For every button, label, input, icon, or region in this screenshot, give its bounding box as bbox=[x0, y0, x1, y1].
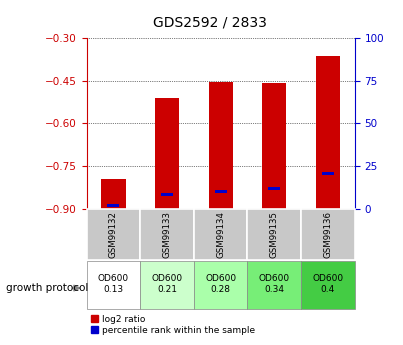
Bar bbox=[301, 209, 355, 260]
Text: GDS2592 / 2833: GDS2592 / 2833 bbox=[153, 16, 266, 30]
Bar bbox=[102, 179, 125, 209]
Bar bbox=[140, 261, 194, 309]
Bar bbox=[194, 261, 247, 309]
Text: growth protocol: growth protocol bbox=[6, 283, 88, 293]
Text: OD600
0.13: OD600 0.13 bbox=[98, 274, 129, 294]
Bar bbox=[247, 209, 301, 260]
Bar bbox=[268, 187, 280, 190]
Bar bbox=[87, 209, 140, 260]
Bar bbox=[262, 83, 286, 209]
Bar bbox=[215, 190, 226, 193]
Bar bbox=[316, 57, 340, 209]
Bar bbox=[194, 209, 247, 260]
Text: GSM99136: GSM99136 bbox=[323, 211, 332, 258]
Bar bbox=[209, 82, 233, 209]
Text: GSM99132: GSM99132 bbox=[109, 211, 118, 258]
Text: GSM99133: GSM99133 bbox=[162, 211, 172, 258]
Bar bbox=[322, 172, 334, 175]
Legend: log2 ratio, percentile rank within the sample: log2 ratio, percentile rank within the s… bbox=[91, 315, 255, 335]
Bar bbox=[161, 193, 173, 196]
Text: OD600
0.4: OD600 0.4 bbox=[312, 274, 343, 294]
Text: OD600
0.34: OD600 0.34 bbox=[259, 274, 290, 294]
Bar bbox=[155, 98, 179, 209]
Text: OD600
0.21: OD600 0.21 bbox=[152, 274, 183, 294]
Text: OD600
0.28: OD600 0.28 bbox=[205, 274, 236, 294]
Text: GSM99134: GSM99134 bbox=[216, 211, 225, 258]
Bar bbox=[301, 261, 355, 309]
Bar bbox=[247, 261, 301, 309]
Bar bbox=[140, 209, 194, 260]
Bar bbox=[87, 261, 140, 309]
Text: GSM99135: GSM99135 bbox=[270, 211, 279, 258]
Bar bbox=[108, 204, 119, 207]
